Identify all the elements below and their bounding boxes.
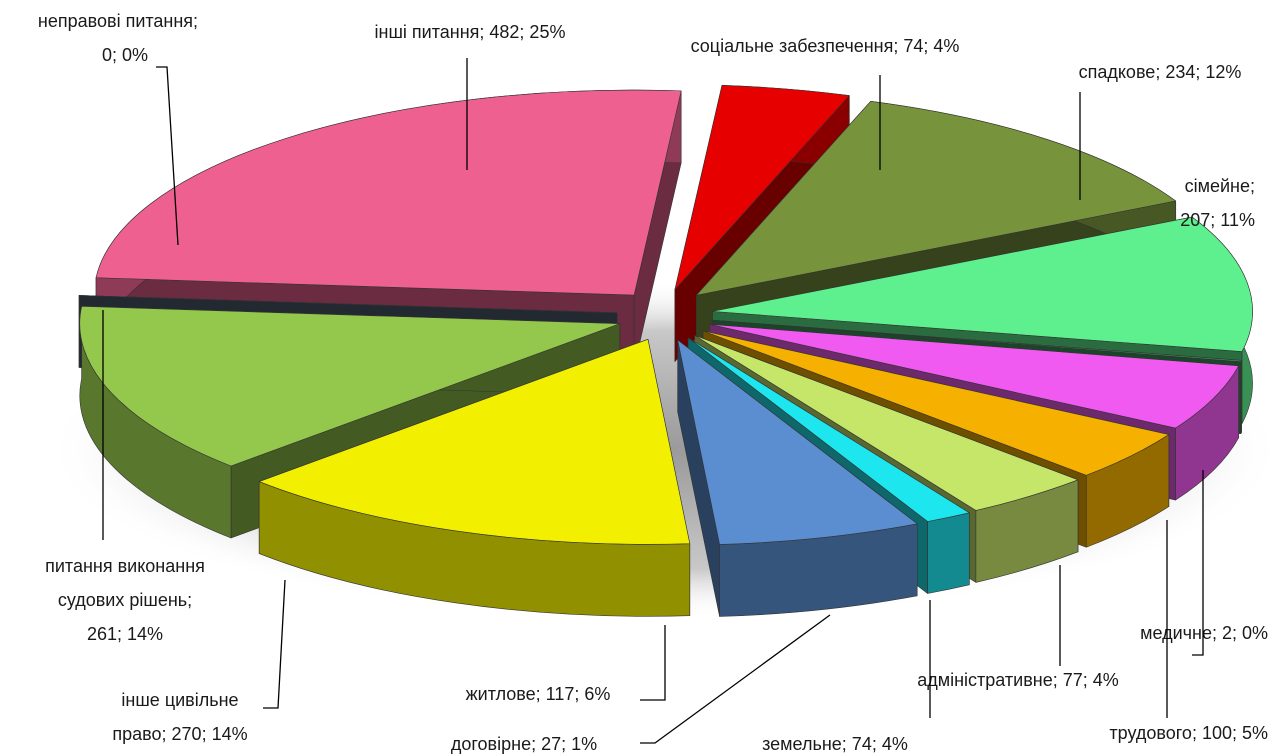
- slice-top: [709, 324, 1239, 429]
- data-label: земельне; 74; 4%: [762, 734, 908, 754]
- data-label: інші питання; 482; 25%: [375, 22, 566, 42]
- labels: соціальне забезпечення; 74; 4% спадкове; …: [38, 11, 1268, 754]
- data-label: договірне; 27; 1%: [451, 734, 597, 754]
- data-label: інше цивільне: [121, 690, 238, 710]
- slice-wall: [1240, 360, 1242, 435]
- data-label: судових рішень;: [58, 590, 192, 610]
- slice-top: [696, 100, 1177, 296]
- leader-line: [1192, 470, 1204, 656]
- slice-top: [687, 337, 970, 522]
- slice: [677, 339, 918, 617]
- data-label: питання виконання: [45, 556, 205, 576]
- data-label: 0; 0%: [102, 45, 148, 65]
- slice: [258, 339, 691, 617]
- slice-top: [694, 335, 1079, 511]
- slice-top: [677, 339, 918, 545]
- data-label: 261; 14%: [87, 624, 163, 644]
- leader-line: [263, 579, 286, 709]
- slice-top: [95, 89, 682, 296]
- slice-top: [674, 85, 850, 290]
- data-label: 207; 11%: [1180, 210, 1255, 230]
- data-label: сімейне;: [1185, 176, 1255, 196]
- slice-top: [702, 330, 1170, 476]
- slice-top: [711, 319, 1242, 363]
- leader-line: [640, 614, 831, 744]
- data-label: житлове; 117; 6%: [466, 684, 611, 704]
- slice-top: [78, 295, 618, 314]
- data-label: право; 270; 14%: [112, 724, 247, 744]
- leader-line: [640, 625, 666, 701]
- slice-top: [79, 306, 621, 467]
- slice-top: [258, 339, 691, 545]
- data-label: медичне; 2; 0%: [1140, 623, 1268, 643]
- data-label: спадкове; 234; 12%: [1079, 62, 1242, 82]
- data-label: адміністративне; 77; 4%: [917, 670, 1119, 690]
- slice-wall: [927, 512, 970, 594]
- slice-top: [712, 216, 1253, 352]
- data-label: трудового; 100; 5%: [1109, 723, 1268, 743]
- data-label: соціальне забезпечення; 74; 4%: [691, 36, 960, 56]
- leader-line: [156, 66, 179, 246]
- data-label: неправові питання;: [38, 11, 198, 31]
- pie: [78, 85, 1253, 617]
